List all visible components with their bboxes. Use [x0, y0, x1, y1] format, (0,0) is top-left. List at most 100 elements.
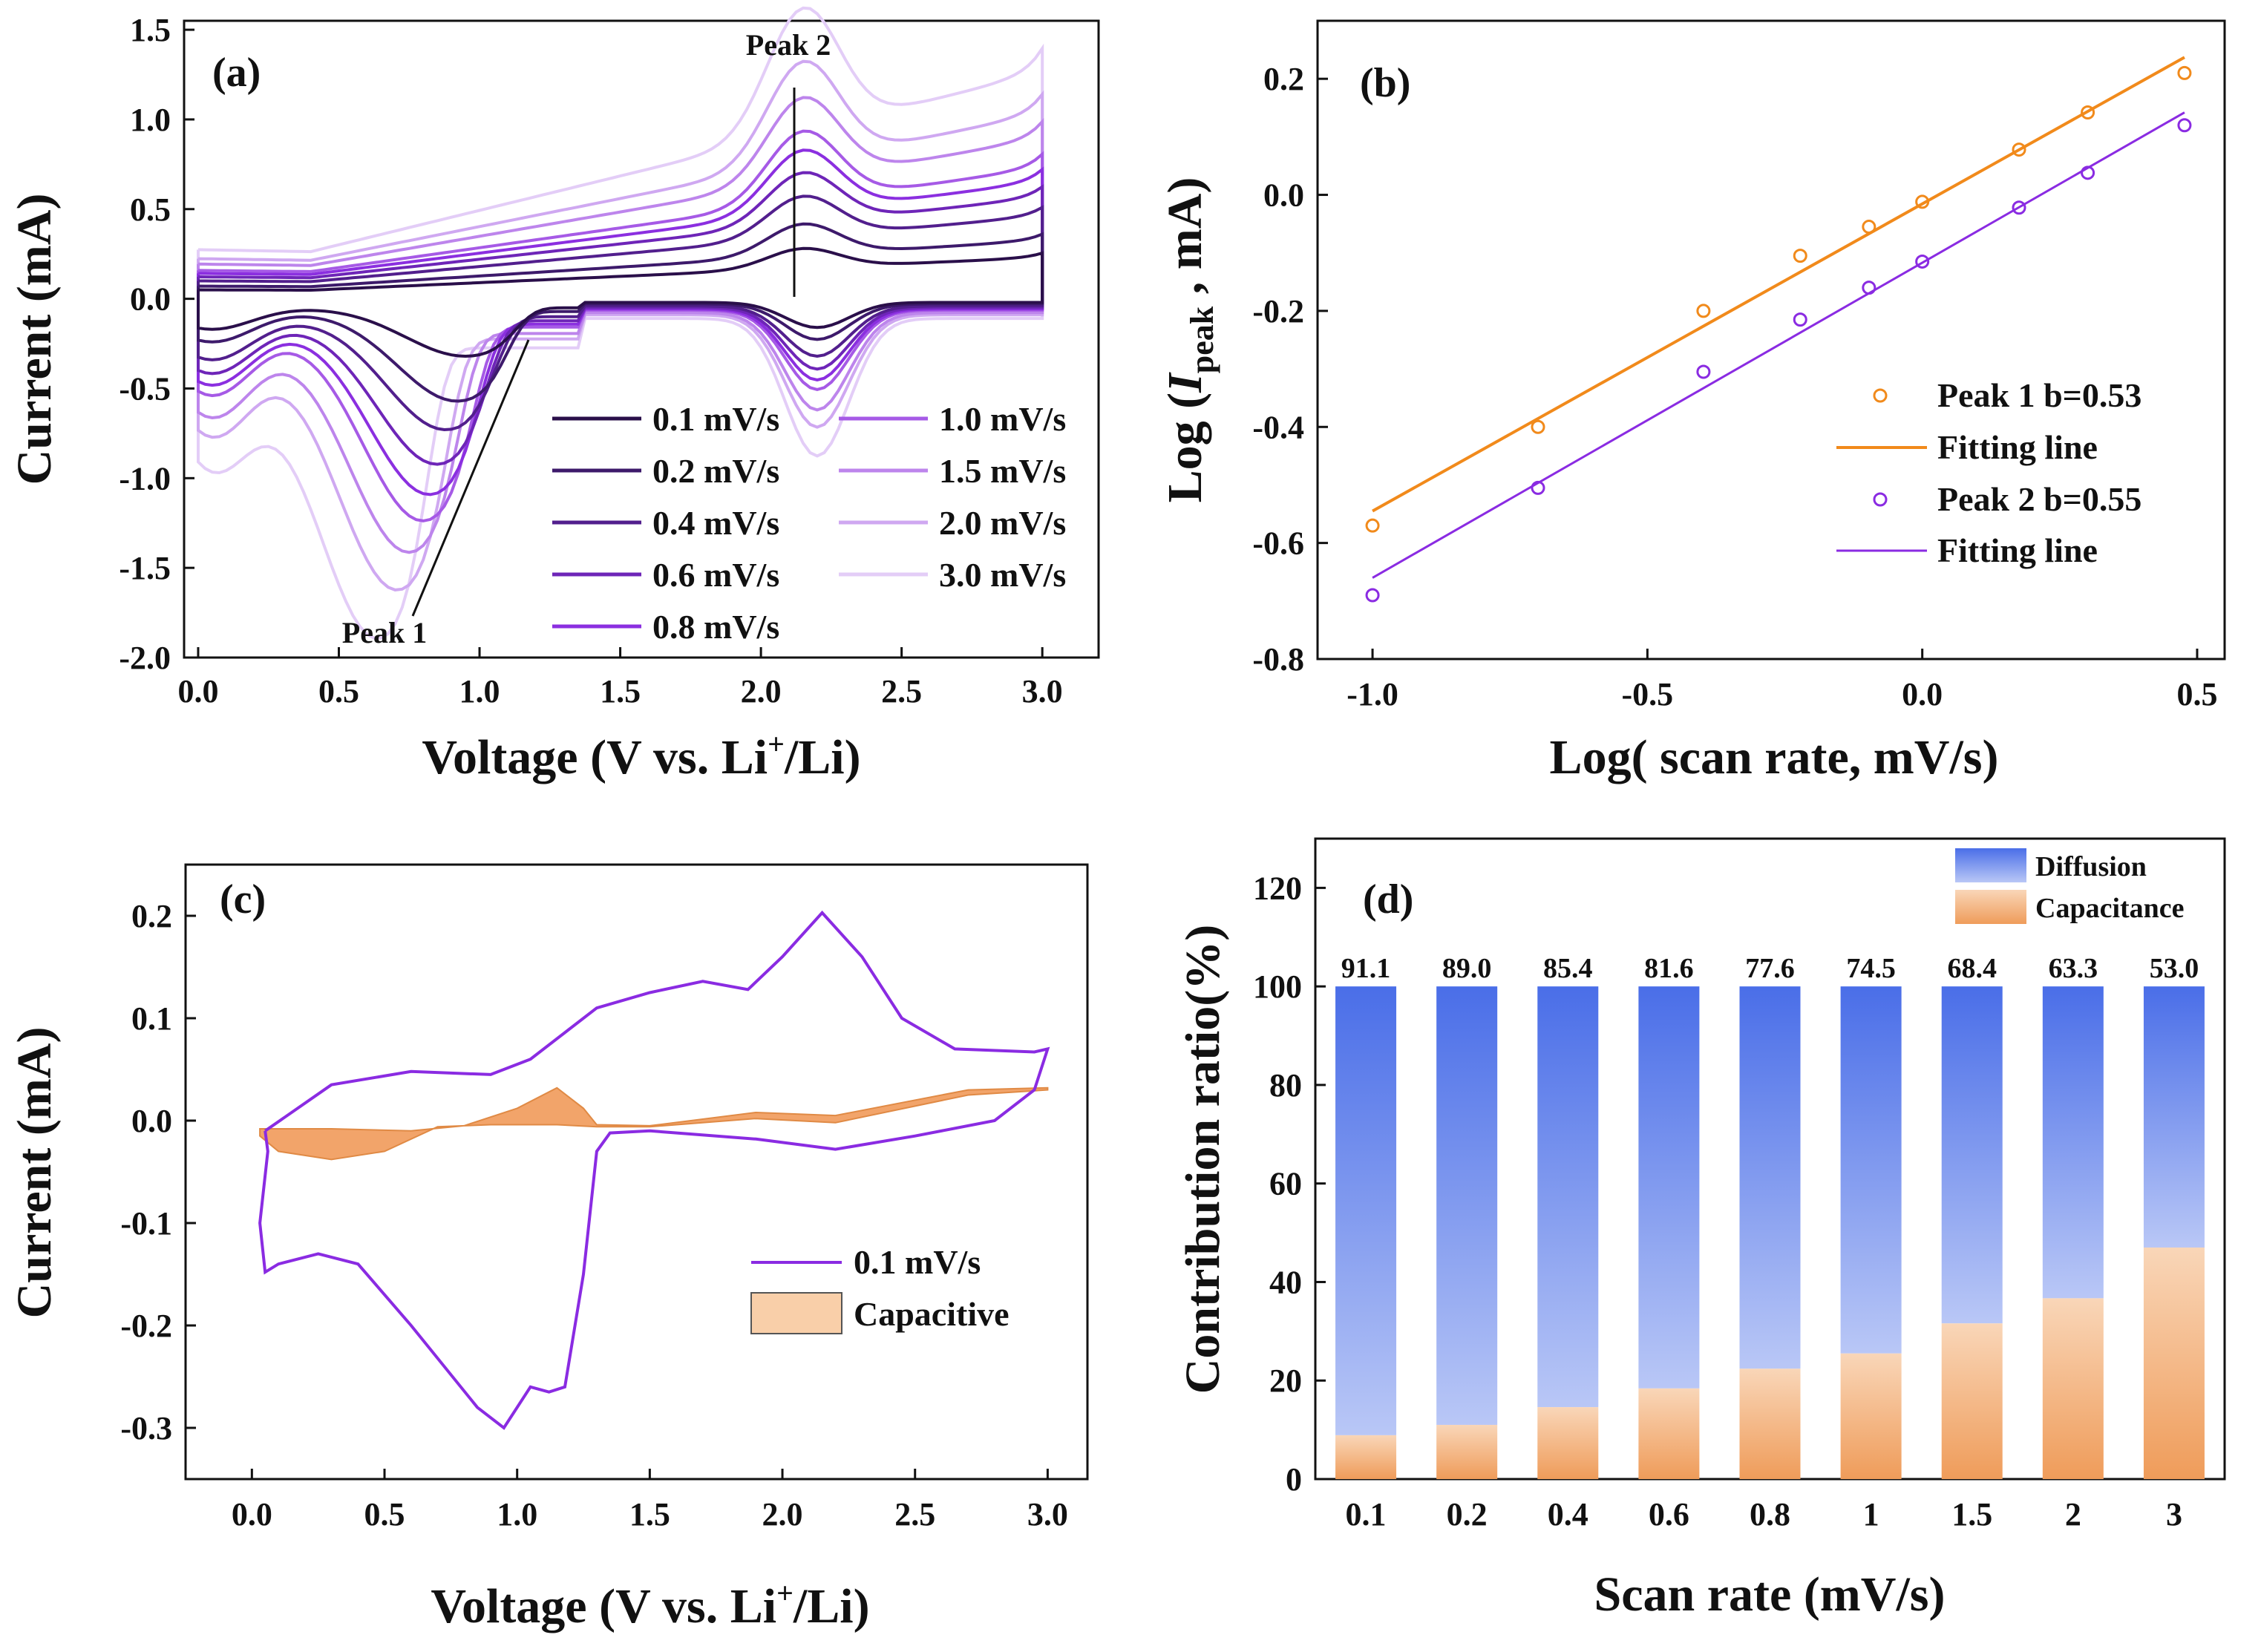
data-point-peak1 — [1365, 518, 1380, 533]
y-tick-label: 80 — [1269, 1067, 1302, 1104]
x-tick-label: 2 — [2065, 1496, 2081, 1533]
diffusion-bar — [2042, 986, 2104, 1299]
panel-d: 120 100 80 60 40 20 0 0.1 0.2 0.4 0.6 0.8 1 1.5 2 3 91.… — [1176, 837, 2226, 1622]
panel-b-data — [1365, 56, 2192, 603]
legend-diffusion-text: Diffusion — [2035, 851, 2147, 882]
y-tick-label: -0.3 — [120, 1410, 172, 1446]
data-point-peak1 — [2081, 105, 2095, 120]
legend-capacitance-text: Capacitance — [2035, 893, 2185, 924]
x-tick-label: 0.0 — [232, 1496, 272, 1533]
x-tick-label: 1.5 — [600, 673, 641, 709]
legend-text-2: 0.4 mV/s — [652, 504, 779, 542]
y-tick-label: -0.2 — [1252, 293, 1304, 330]
legend-peak2-text: Peak 2 b=0.55 — [1937, 480, 2141, 518]
capacitance-bar — [2042, 1298, 2104, 1479]
data-point-peak2 — [1915, 254, 1930, 269]
panel-d-label: (d) — [1363, 876, 1413, 922]
y-tick-label: 20 — [1269, 1363, 1302, 1399]
y-tick-label: -1.5 — [119, 550, 171, 586]
x-tick-label: 3 — [2166, 1496, 2182, 1533]
panel-a-frame — [183, 19, 1100, 659]
panel-c-legend: 0.1 mV/s Capacitive — [750, 1243, 1010, 1334]
legend-text-4: 0.8 mV/s — [652, 608, 779, 646]
capacitance-bar — [1335, 1435, 1397, 1479]
cv-curve-2-0-mV-s — [197, 59, 1044, 591]
legend-cv-text: 0.1 mV/s — [854, 1243, 981, 1281]
bar-value-label: 91.1 — [1341, 953, 1391, 984]
legend-text-1: 0.2 mV/s — [652, 452, 779, 490]
capacitance-bar — [1537, 1407, 1599, 1479]
peak1-marker-line — [411, 339, 530, 617]
data-point-peak2 — [1793, 312, 1807, 327]
y-tick-label: -1.0 — [119, 460, 171, 496]
panel-c-y-axis-label: Current (mA) — [7, 1027, 62, 1319]
panel-d-bars: 91.1 89.0 85.4 81.6 77.6 74.5 68.4 63.3 53.0 — [1335, 953, 2205, 1479]
data-point-peak1 — [2177, 65, 2192, 80]
data-point-peak1 — [1915, 194, 1930, 209]
y-tick-label: -0.5 — [119, 370, 171, 407]
legend-text-6: 1.5 mV/s — [939, 452, 1066, 490]
cv-curve-0-8-mV-s — [197, 148, 1044, 496]
legend-text-3: 0.6 mV/s — [652, 556, 779, 594]
panel-b-frame — [1316, 19, 2226, 661]
y-tick-label: -0.4 — [1252, 409, 1304, 445]
panel-d-y-axis-label: Contribution ratio(%) — [1176, 925, 1230, 1394]
x-tick-label: 0.5 — [2176, 676, 2217, 712]
panel-c: 0.0 0.5 1.0 1.5 2.0 2.5 3.0 0.2 0.1 0.0 -0.1 -0.2 -0… — [7, 863, 1089, 1633]
y-tick-label: 1.0 — [130, 102, 171, 138]
data-point-peak2 — [1696, 364, 1711, 379]
y-tick-label: -0.8 — [1252, 641, 1304, 678]
y-tick-label: 0.1 — [131, 1000, 172, 1037]
x-tick-label: 1.5 — [629, 1496, 670, 1533]
panel-c-label: (c) — [220, 876, 266, 922]
x-tick-label: 0.4 — [1548, 1496, 1588, 1533]
y-tick-label: 0.5 — [130, 191, 171, 228]
cv-curve-0-1-mV-s — [197, 246, 1044, 358]
fit-line-peak1 — [1372, 56, 2185, 513]
legend-capacitance-swatch — [1955, 890, 2026, 924]
x-tick-label: 1.5 — [1951, 1496, 1992, 1533]
panel-a-curves — [197, 6, 1044, 640]
cv-curve-3-0-mV-s — [197, 6, 1044, 640]
data-point-peak2 — [2081, 165, 2095, 180]
x-tick-label: 0.0 — [177, 673, 218, 709]
legend-fit2-text: Fitting line — [1937, 531, 2098, 569]
y-tick-label: 0.0 — [130, 281, 171, 318]
data-point-peak1 — [1531, 419, 1545, 434]
capacitance-bar — [1941, 1323, 2003, 1479]
panel-b-legend: Peak 1 b=0.53 Fitting line Peak 2 b=0.55… — [1836, 376, 2141, 569]
peak1-label: Peak 1 — [342, 616, 427, 649]
y-tick-label: -2.0 — [119, 640, 171, 676]
cv-curve-1-5-mV-s — [197, 96, 1044, 554]
panel-a-y-axis-label: Current (mA) — [7, 194, 62, 485]
legend-peak1-text: Peak 1 b=0.53 — [1937, 376, 2141, 414]
capacitance-bar — [1739, 1369, 1801, 1479]
bar-value-label: 89.0 — [1442, 953, 1492, 984]
legend-capacitive-swatch — [750, 1292, 842, 1334]
panel-c-x-axis-label: Voltage (V vs. Li+/Li) — [431, 1576, 869, 1633]
panel-d-x-axis-label: Scan rate (mV/s) — [1594, 1567, 1946, 1622]
panel-b-label: (b) — [1360, 60, 1410, 106]
legend-peak1-marker — [1873, 388, 1888, 403]
data-point-peak2 — [2177, 118, 2192, 133]
legend-fit1-text: Fitting line — [1937, 428, 2098, 466]
y-tick-label: 0.0 — [1263, 177, 1304, 214]
panel-b-y-axis-label: Log (Ipeak , mA) — [1158, 177, 1220, 503]
data-point-peak1 — [1696, 304, 1711, 318]
data-point-peak1 — [1862, 220, 1876, 235]
capacitance-bar — [1840, 1353, 1902, 1479]
x-tick-label: 1.0 — [497, 1496, 537, 1533]
legend-text-0: 0.1 mV/s — [652, 400, 779, 438]
legend-diffusion-swatch — [1955, 848, 2026, 882]
x-tick-label: 2.5 — [881, 673, 922, 709]
panel-b: -1.0 -0.5 0.0 0.5 0.2 0.0 -0.2 -0.4 -0.6 -0.8 (b)… — [1158, 19, 2226, 784]
y-tick-label: -0.1 — [120, 1205, 172, 1242]
cv-curve-0-4-mV-s — [197, 194, 1044, 432]
legend-capacitive-text: Capacitive — [854, 1295, 1010, 1333]
diffusion-bar — [1941, 986, 2003, 1324]
bar-value-label: 74.5 — [1846, 953, 1896, 984]
x-tick-label: 0.6 — [1649, 1496, 1689, 1533]
bar-value-label: 68.4 — [1947, 953, 1997, 984]
panel-b-x-axis-label: Log( scan rate, mV/s) — [1550, 730, 1999, 784]
y-tick-label: 100 — [1253, 968, 1302, 1005]
